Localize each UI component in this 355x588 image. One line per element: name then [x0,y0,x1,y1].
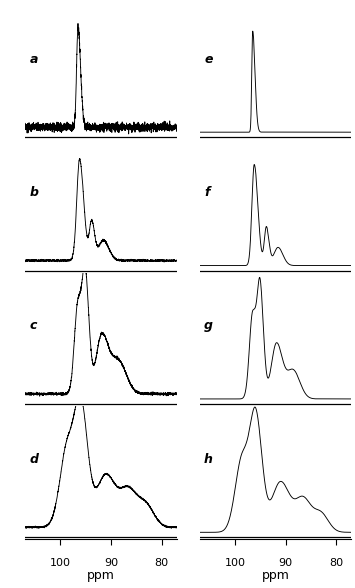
Text: d: d [29,453,38,466]
Text: g: g [204,319,213,332]
X-axis label: ppm: ppm [262,569,289,582]
Text: c: c [29,319,37,332]
Text: b: b [29,186,38,199]
Text: h: h [204,453,213,466]
Text: e: e [204,53,213,66]
Text: a: a [29,53,38,66]
X-axis label: ppm: ppm [87,569,115,582]
Text: f: f [204,186,209,199]
